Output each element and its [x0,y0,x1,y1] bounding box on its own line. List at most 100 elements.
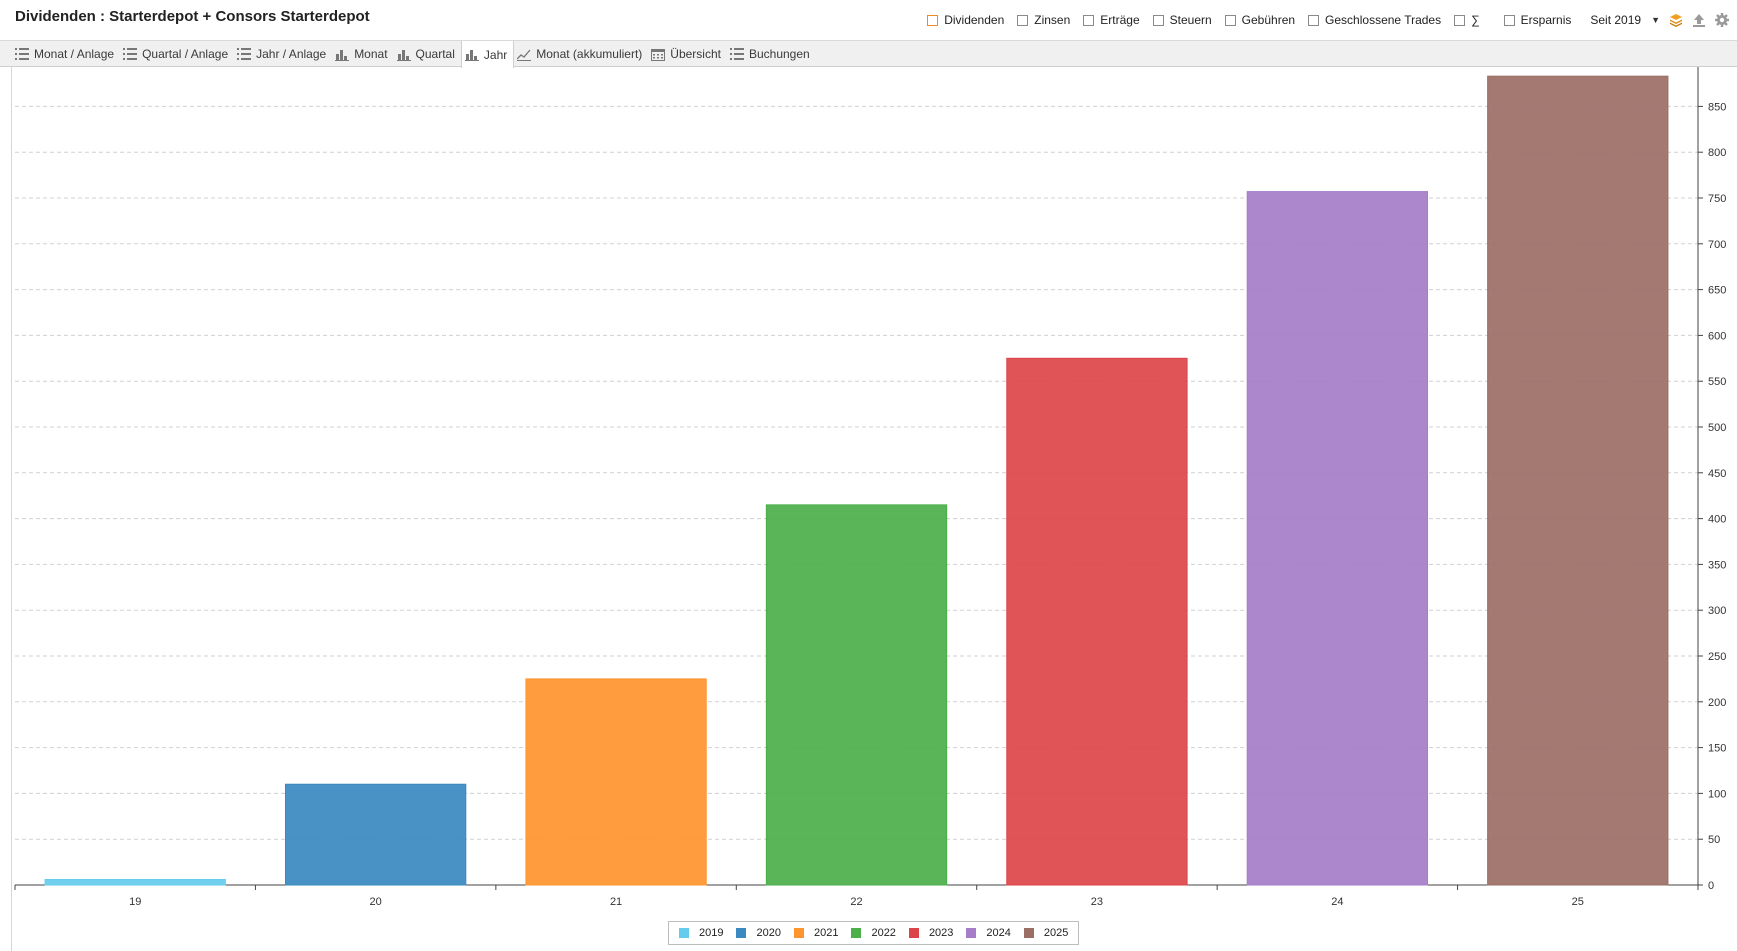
bar-2020 [284,783,467,886]
sum-icon: ∑ [1471,13,1480,27]
filter-zinsen[interactable]: Zinsen [1017,13,1070,27]
tab-label: Jahr [483,47,508,62]
legend-swatch [1023,928,1034,938]
y-tick-label: 650 [1708,285,1726,297]
tab-label: Monat (akkumuliert) [536,47,643,61]
legend-item[interactable]: 2019 [679,927,723,939]
y-tick-label: 800 [1708,147,1726,159]
tab-monat-akkumuliert[interactable]: Monat (akkumuliert) [514,41,648,67]
y-tick-label: 250 [1708,651,1726,663]
bar-2025 [1487,75,1669,886]
y-tick-label: 700 [1708,239,1726,251]
bar-chart-icon [396,47,412,61]
checkbox-gebuehren[interactable] [1224,14,1236,26]
tab-monat[interactable]: Monat [332,41,393,67]
checkbox-dividenden[interactable] [927,14,939,26]
bar-2019 [44,879,226,886]
legend-swatch [736,928,747,938]
layers-icon[interactable] [1668,12,1684,28]
header: Dividenden : Starterdepot + Consors Star… [0,0,1737,40]
chevron-down-icon: ▼ [1651,15,1660,25]
bar-2021 [525,678,707,886]
legend-item[interactable]: 2025 [1023,927,1069,939]
filter-ertraege[interactable]: Erträge [1083,13,1140,27]
filter-geschlossene-trades[interactable]: Geschlossene Trades [1308,13,1441,27]
bar-2023 [1006,357,1188,886]
y-tick-label: 150 [1708,743,1726,755]
x-tick-label: 24 [1331,896,1343,908]
filter-dividenden[interactable]: Dividenden [927,13,1004,27]
legend-label: 2025 [1043,927,1069,939]
tab-monat-anlage[interactable]: Monat / Anlage [12,41,120,67]
filter-label: Ersparnis [1520,13,1572,27]
bar-2022 [765,504,948,886]
legend-label: 2021 [813,927,839,939]
chart-area: 0 50 100 150 200 250 300 350 400 450 500 550 600 650 7… [0,67,1737,951]
calendar-icon [651,47,666,61]
since-select-value: Seit 2019 [1590,13,1642,27]
tab-jahr[interactable]: Jahr [460,41,515,68]
page-title: Dividenden : Starterdepot + Consors Star… [15,8,370,25]
bar-chart-icon [464,48,480,62]
since-select[interactable]: Seit 2019 ▼ [1590,13,1660,27]
upload-icon[interactable] [1691,12,1707,28]
tab-buchungen[interactable]: Buchungen [727,41,816,67]
y-tick-label: 550 [1708,376,1726,388]
legend-item[interactable]: 2023 [908,927,954,939]
filter-bar: Dividenden Zinsen Erträge Steuern Gebühr… [927,10,1737,30]
filter-sum[interactable]: ∑ [1454,13,1491,27]
y-tick-label: 200 [1708,697,1726,709]
legend-swatch [793,928,804,938]
y-tick-label: 450 [1708,468,1726,480]
tab-label: Jahr / Anlage [256,47,327,61]
filter-label: Gebühren [1241,13,1296,27]
y-tick-label: 100 [1708,788,1726,800]
y-tick-label: 600 [1708,330,1726,342]
legend-item[interactable]: 2020 [736,927,781,939]
legend-item[interactable]: 2022 [851,927,896,939]
checkbox-sum[interactable] [1454,14,1466,26]
checkbox-zinsen[interactable] [1017,14,1029,26]
checkbox-steuern[interactable] [1152,14,1164,26]
y-tick-label: 850 [1708,101,1726,113]
gear-icon[interactable] [1714,12,1730,28]
filter-ersparnis[interactable]: Ersparnis [1503,13,1572,27]
bar-chart-icon [335,47,350,61]
checkbox-geschlossene-trades[interactable] [1308,14,1320,26]
y-tick-label: 750 [1708,193,1726,205]
legend-label: 2023 [928,927,954,939]
legend-swatch [966,928,977,938]
bar-2024 [1246,191,1429,886]
y-tick-label: 0 [1708,880,1714,892]
filter-label: Dividenden [944,13,1005,27]
tab-jahr-anlage[interactable]: Jahr / Anlage [234,41,332,67]
tab-label: Quartal / Anlage [142,47,229,61]
y-tick-label: 300 [1708,605,1726,617]
filter-label: Erträge [1100,13,1140,27]
list-icon [729,47,745,61]
legend-item[interactable]: 2021 [793,927,839,939]
tab-quartal[interactable]: Quartal [394,41,461,67]
checkbox-ersparnis[interactable] [1503,14,1515,26]
tab-quartal-anlage[interactable]: Quartal / Anlage [120,41,234,67]
legend-item[interactable]: 2024 [966,927,1011,939]
view-tabs: Monat / Anlage Quartal / Anlage Jahr / A… [0,40,1737,68]
filter-label: Geschlossene Trades [1325,13,1442,27]
panel-border [11,67,12,951]
x-tick-label: 23 [1091,896,1103,908]
filter-steuern[interactable]: Steuern [1152,13,1212,27]
tab-label: Quartal [415,47,455,61]
x-tick-label: 25 [1572,896,1584,908]
tab-label: Übersicht [670,47,721,61]
tab-label: Buchungen [748,47,810,61]
legend-label: 2020 [756,927,781,939]
checkbox-ertraege[interactable] [1083,14,1095,26]
list-icon [15,47,30,61]
y-tick-label: 400 [1708,514,1726,526]
y-tick-label: 50 [1708,834,1720,846]
filter-gebuehren[interactable]: Gebühren [1224,13,1296,27]
chart-legend: 2019 2020 2021 2022 2023 2024 2025 [668,921,1080,945]
legend-label: 2022 [871,927,896,939]
tab-uebersicht[interactable]: Übersicht [648,41,727,67]
y-tick-label: 500 [1708,422,1726,434]
